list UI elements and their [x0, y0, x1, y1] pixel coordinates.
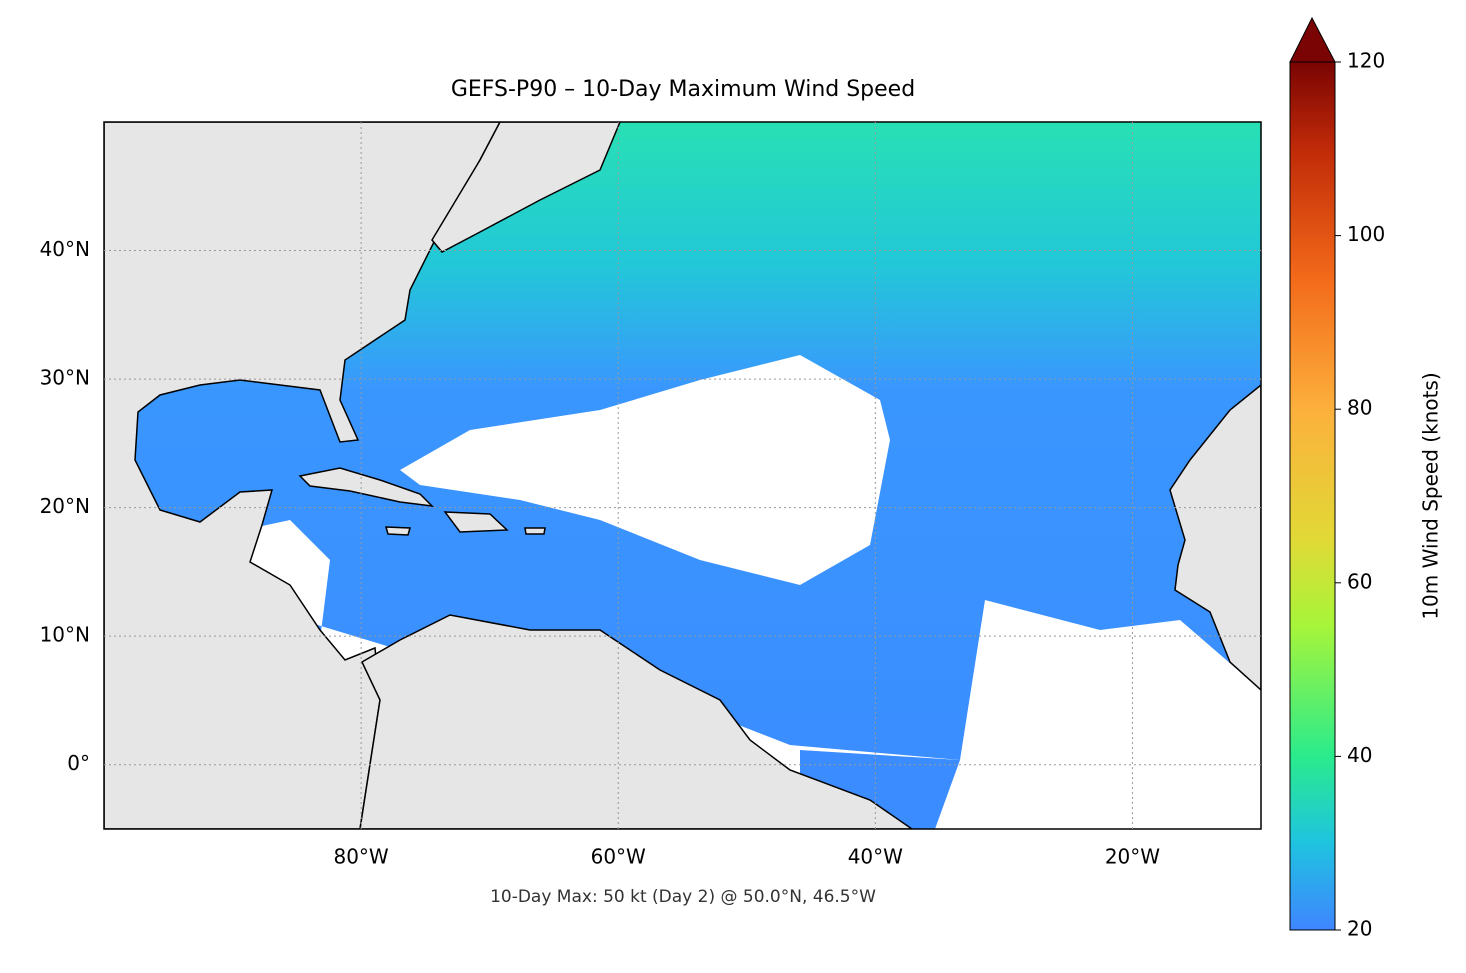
- colorbar: [1289, 61, 1336, 931]
- colorbar-extend: [1289, 16, 1336, 63]
- x-tick-label: 40°W: [848, 845, 903, 869]
- land: [1169, 384, 1261, 692]
- x-tick-label: 60°W: [591, 845, 646, 869]
- x-tick-label: 80°W: [333, 845, 388, 869]
- land: [298, 467, 435, 508]
- land: [431, 122, 621, 253]
- land: [104, 122, 501, 829]
- land: [359, 614, 914, 829]
- calm-area: [400, 355, 890, 585]
- y-tick-label: 0°: [67, 751, 90, 775]
- map-frame: [103, 121, 1262, 830]
- axes: 80°W 60°W 40°W 20°W 0° 10°N 20°N 30°N 40°N 20 40 60…: [40, 49, 1386, 941]
- annotation: 10-Day Max: 50 kt (Day 2) @ 50.0°N, 46.5…: [490, 887, 876, 907]
- y-tick-label: 10°N: [40, 623, 90, 647]
- land: [384, 526, 411, 536]
- colorbar-tick-label: 80: [1347, 396, 1372, 420]
- y-tick-label: 30°N: [40, 366, 90, 390]
- map: [104, 122, 1261, 829]
- x-tick-label: 20°W: [1105, 845, 1160, 869]
- colorbar-label: 10m Wind Speed (knots): [1419, 372, 1443, 619]
- y-tick-label: 20°N: [40, 494, 90, 518]
- land: [524, 527, 546, 535]
- colorbar-tick-label: 120: [1347, 49, 1385, 73]
- chart-title: GEFS-P90 – 10-Day Maximum Wind Speed: [451, 77, 915, 102]
- colorbar-tick-label: 40: [1347, 743, 1372, 767]
- y-tick-label: 40°N: [40, 237, 90, 261]
- colorbar-tick-label: 100: [1347, 222, 1385, 246]
- colorbar-tick-label: 20: [1347, 917, 1372, 941]
- colorbar-tick-label: 60: [1347, 569, 1372, 593]
- land: [443, 511, 509, 533]
